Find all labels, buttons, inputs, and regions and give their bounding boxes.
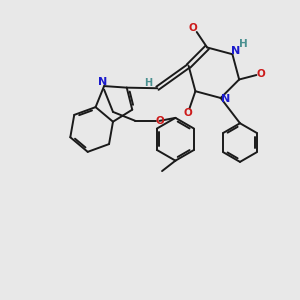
Text: H: H — [144, 78, 152, 88]
Text: N: N — [220, 94, 230, 104]
Text: H: H — [239, 39, 248, 49]
Text: O: O — [155, 116, 164, 126]
Text: N: N — [231, 46, 241, 56]
Text: N: N — [98, 77, 107, 88]
Text: O: O — [256, 68, 265, 79]
Text: O: O — [184, 108, 192, 118]
Text: O: O — [188, 23, 197, 33]
